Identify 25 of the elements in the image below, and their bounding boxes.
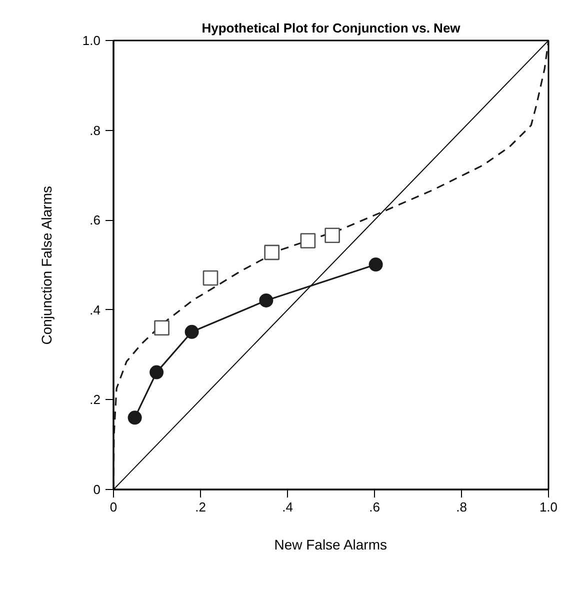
x-tick-label: 1.0 bbox=[539, 500, 558, 514]
point bbox=[264, 244, 280, 260]
point bbox=[368, 258, 383, 272]
point bbox=[324, 228, 340, 244]
x-axis-title: New False Alarms bbox=[274, 536, 388, 552]
chart-title: Hypothetical Plot for Conjunction vs. New bbox=[202, 20, 462, 36]
point bbox=[259, 293, 274, 308]
point bbox=[300, 233, 316, 248]
x-tick-label: .4 bbox=[282, 500, 293, 514]
point bbox=[202, 270, 218, 286]
y-tick-label: .4 bbox=[90, 302, 100, 318]
x-tick-label: .8 bbox=[456, 500, 467, 514]
y-tick-label: .8 bbox=[90, 122, 100, 138]
point bbox=[184, 324, 199, 339]
x-tick-label: 0 bbox=[110, 500, 118, 514]
y-tick-label: .2 bbox=[90, 392, 100, 408]
x-tick-label: .6 bbox=[369, 500, 380, 514]
point bbox=[154, 320, 170, 336]
y-axis-title: Conjunction False Alarms bbox=[38, 186, 54, 345]
point bbox=[128, 410, 142, 425]
point bbox=[150, 365, 164, 380]
y-tick-label: .6 bbox=[90, 212, 100, 228]
x-tick-label: .2 bbox=[195, 500, 206, 514]
y-tick-label: 1.0 bbox=[82, 33, 101, 48]
y-tick-label: 0 bbox=[93, 482, 101, 497]
